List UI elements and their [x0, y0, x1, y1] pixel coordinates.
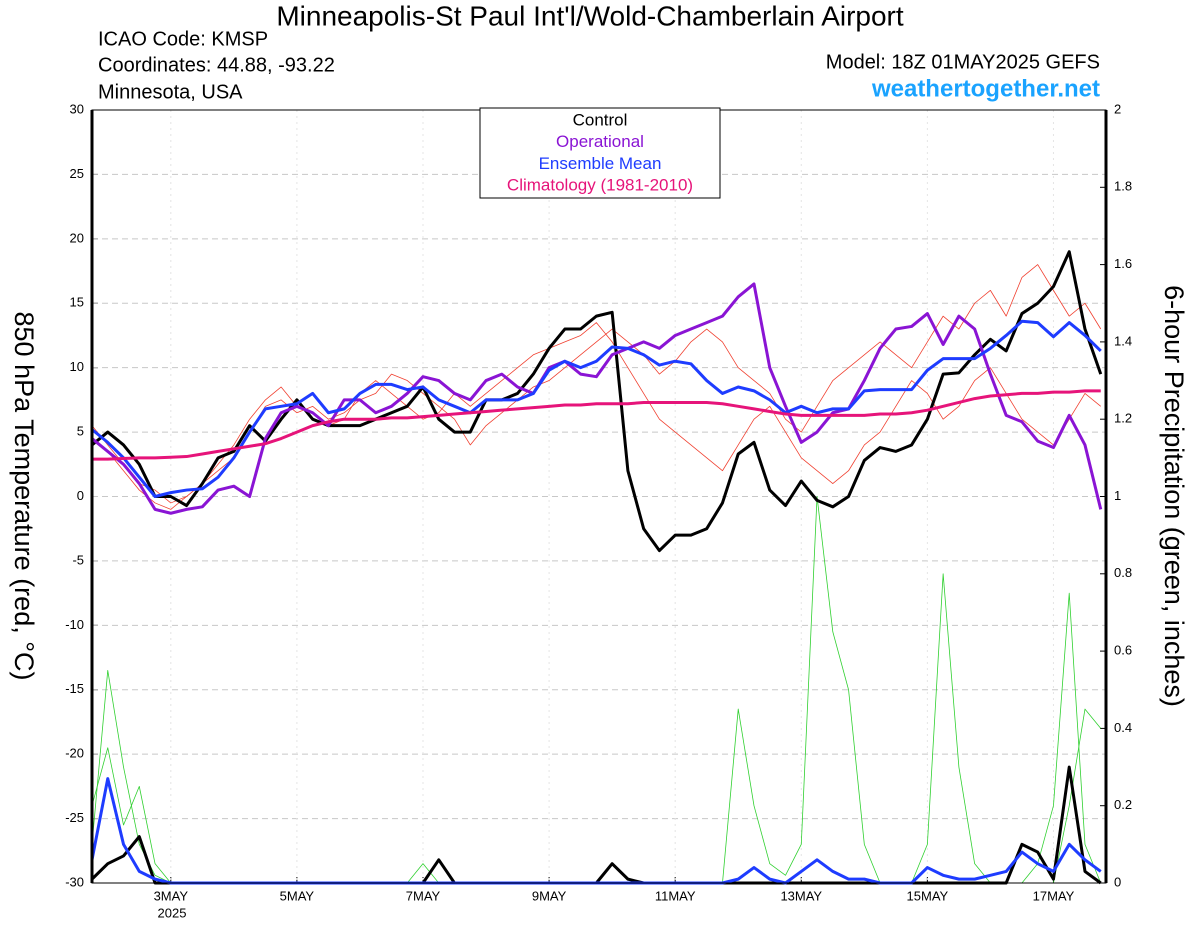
y-tick-label: 30	[70, 101, 84, 116]
y-tick-label: 25	[70, 166, 84, 181]
legend-entry: Control	[573, 110, 628, 129]
y2-tick-label: 1.4	[1114, 333, 1132, 348]
y2-tick-label: 0.8	[1114, 565, 1132, 580]
chart-title: Minneapolis-St Paul Int'l/Wold-Chamberla…	[276, 0, 904, 31]
x-tick-label: 11MAY	[655, 888, 696, 903]
legend: Control Operational Ensemble Mean Climatolo…	[479, 107, 721, 199]
y2-axis-label: 6-hour Precipitation (green, inches)	[1159, 285, 1189, 707]
x-tick-label: 7MAY	[406, 888, 441, 903]
series-line	[92, 389, 1101, 461]
x-tick-label: 15MAY	[907, 888, 949, 903]
y-tick-label: 0	[77, 488, 84, 503]
y-tick-label: 15	[70, 295, 84, 310]
header-line: ICAO Code: KMSP	[98, 28, 268, 50]
x-tick-label: 5MAY	[280, 888, 315, 903]
legend-entry: Climatology (1981-2010)	[507, 176, 693, 195]
y2-tick-label: 1.8	[1114, 179, 1132, 194]
y-tick-label: -25	[65, 810, 84, 825]
x-tick-label: 17MAY	[1033, 888, 1075, 903]
x-tick-label: 3MAY	[154, 888, 189, 903]
series-line	[91, 264, 1102, 504]
y-axis-label: 850 hPa Temperature (red, °C)	[9, 312, 39, 681]
series-line	[91, 250, 1103, 553]
y-tick-label: 5	[77, 424, 84, 439]
y2-tick-label: 0	[1114, 874, 1121, 889]
y2-tick-label: 1	[1114, 488, 1121, 503]
y-tick-label: 20	[70, 230, 84, 245]
series-line	[90, 765, 1102, 885]
y2-tick-label: 2	[1114, 101, 1121, 116]
y-tick-label: -10	[65, 617, 84, 632]
y2-tick-label: 0.4	[1114, 720, 1132, 735]
x-tick-label: 9MAY	[532, 888, 567, 903]
x-tick-label: 13MAY	[780, 888, 822, 903]
y-tick-label: -5	[72, 552, 84, 567]
y2-tick-label: 0.6	[1114, 643, 1132, 658]
series-line	[90, 777, 1102, 885]
series-line	[91, 573, 1102, 884]
legend-entry: Ensemble Mean	[539, 154, 662, 173]
y-tick-label: -15	[65, 681, 84, 696]
year-label: 2025	[158, 905, 187, 920]
y2-tick-label: 1.6	[1114, 256, 1132, 271]
model-label: Model: 18Z 01MAY2025 GEFS	[826, 51, 1100, 73]
series-line	[91, 282, 1103, 515]
y2-tick-label: 0.2	[1114, 797, 1132, 812]
header-line: Minnesota, USA	[98, 81, 243, 103]
series-line	[91, 322, 1102, 510]
header-line: Coordinates: 44.88, -93.22	[98, 54, 335, 76]
y-tick-label: -30	[65, 874, 84, 889]
series-line	[91, 319, 1102, 498]
plot-area	[90, 109, 1106, 885]
legend-entry: Operational	[556, 132, 644, 151]
site-label: weathertogether.net	[871, 75, 1100, 102]
legend-box	[479, 107, 721, 199]
y2-tick-label: 1.2	[1114, 411, 1132, 426]
y-tick-label: -20	[65, 746, 84, 761]
y-tick-label: 10	[70, 359, 84, 374]
